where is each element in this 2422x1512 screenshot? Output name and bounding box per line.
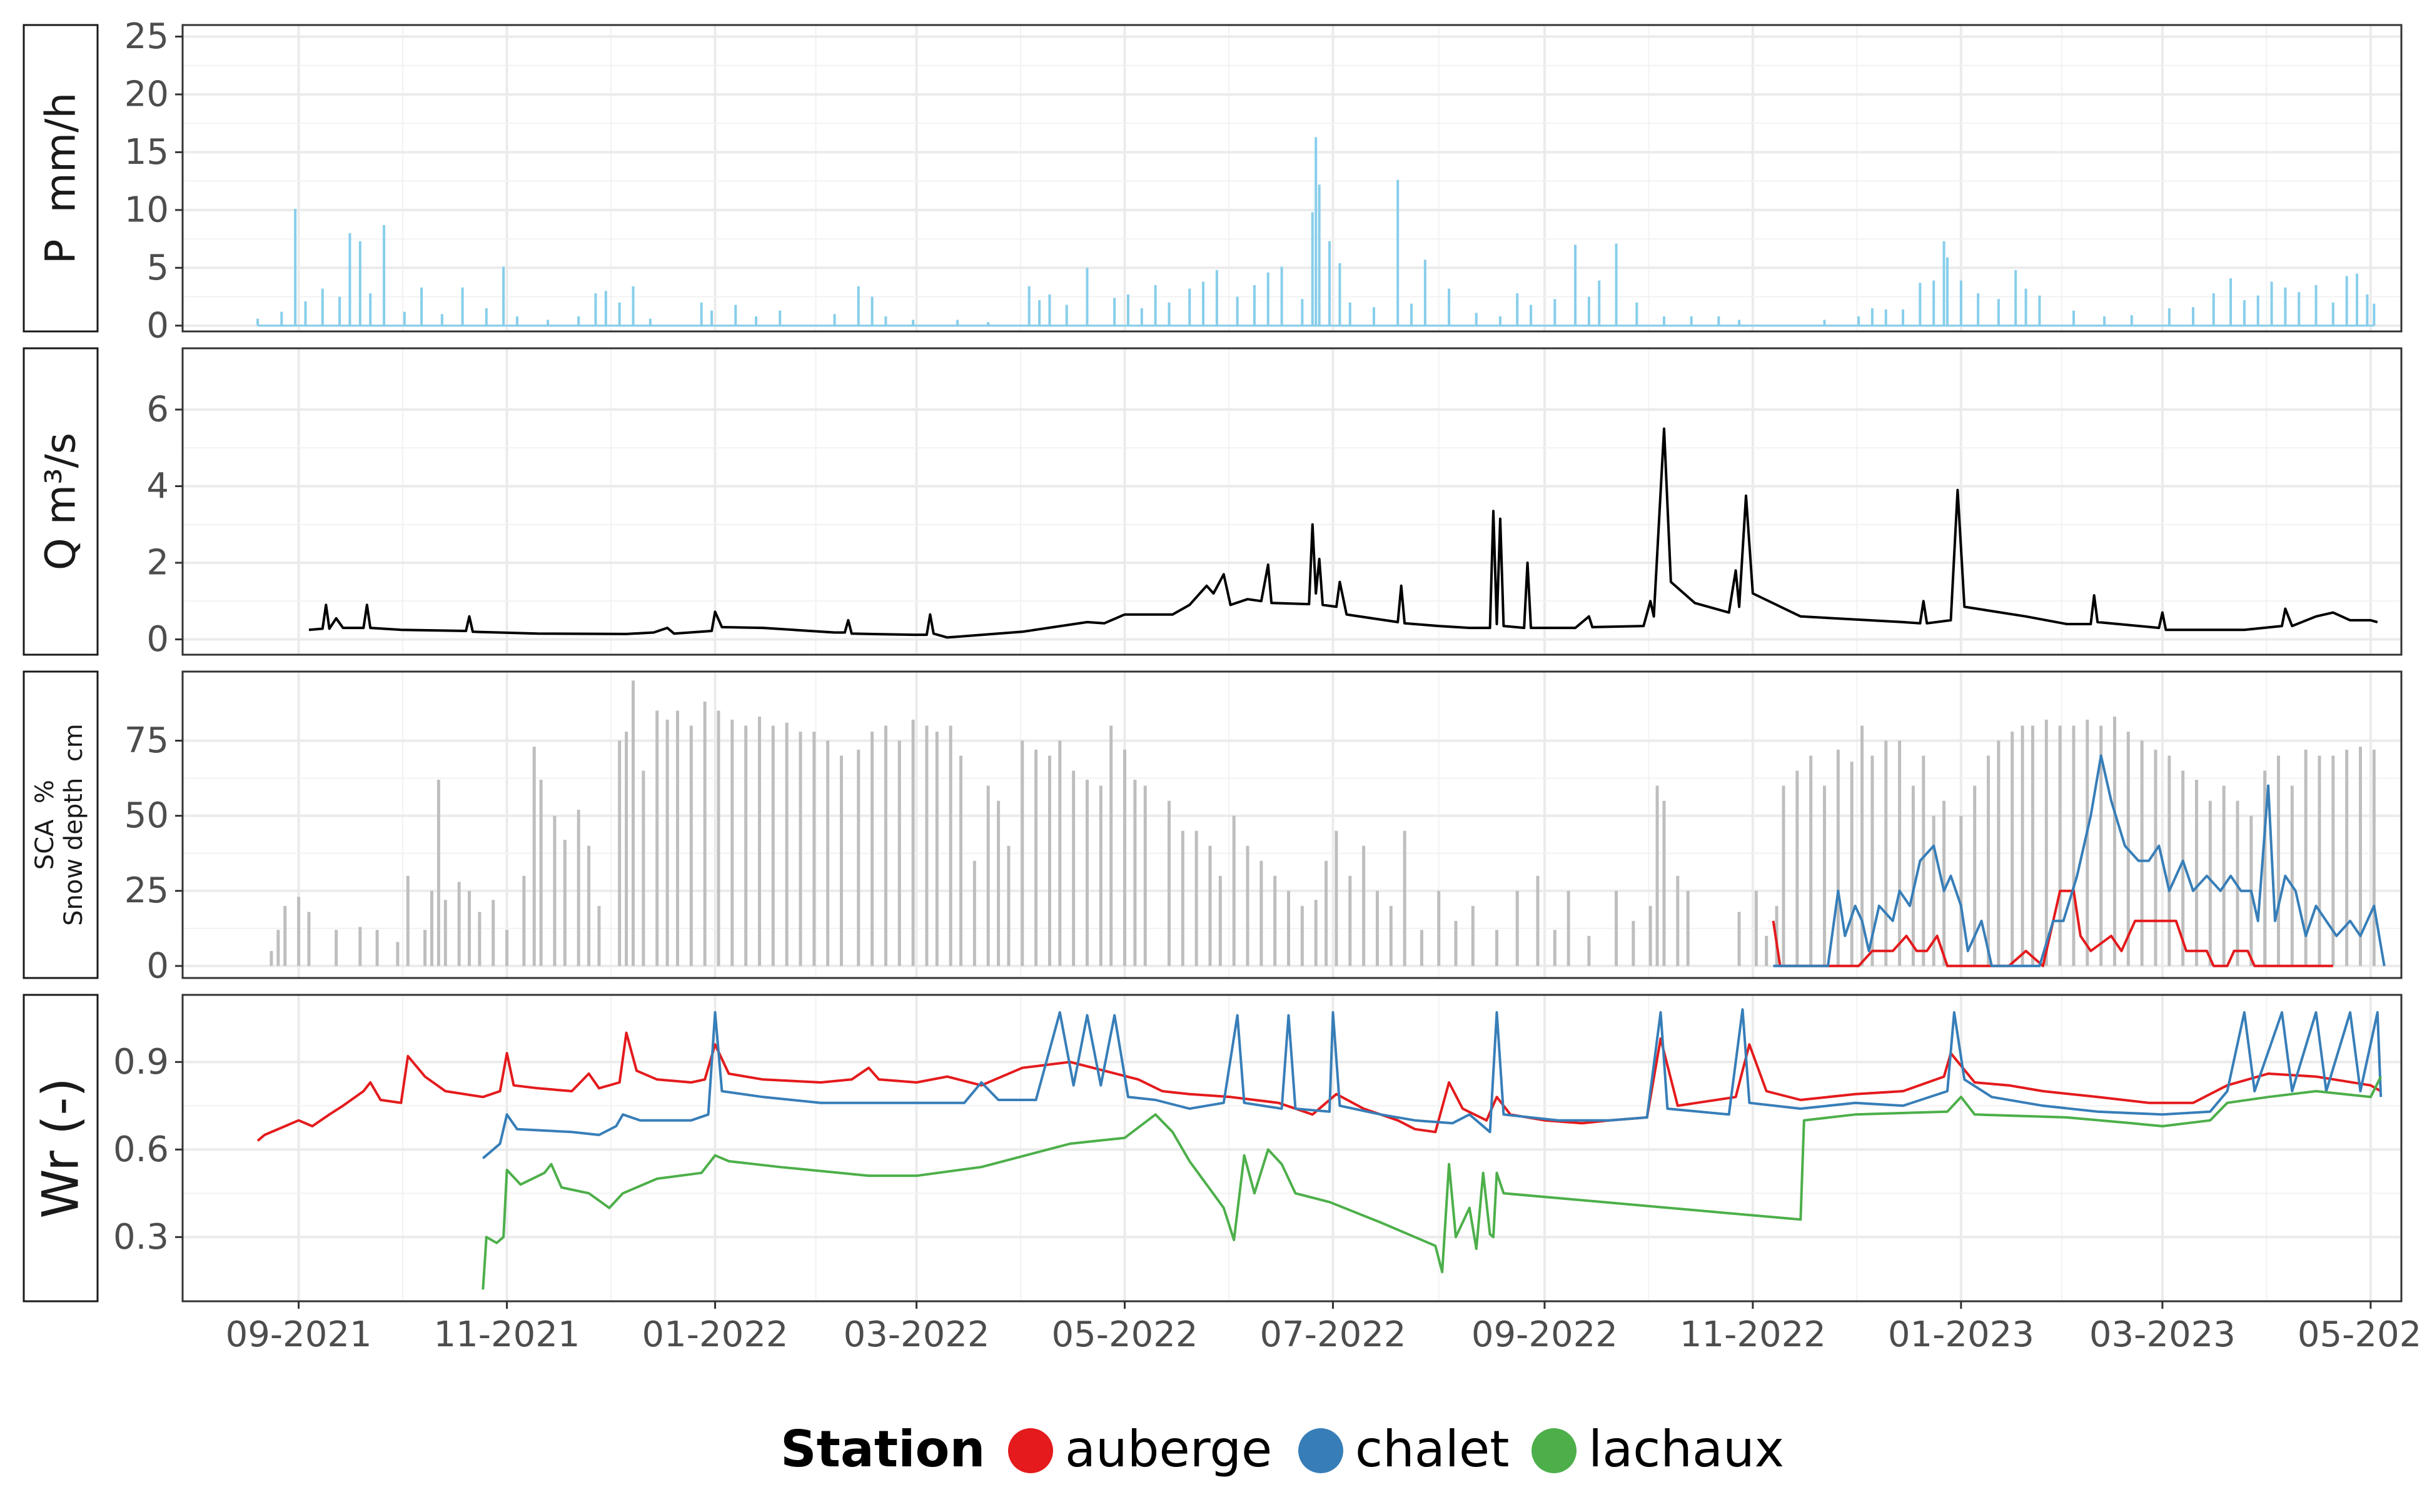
snow-strip [23, 670, 99, 979]
panel-border [181, 347, 2403, 656]
snow-strip-label-sca: SCA % [31, 780, 59, 870]
chart-layer: 0 5 10 15 20 25 0 2 4 6 0 25 50 75 0.3 0.6 0.9 09-2021 11-… [113, 16, 2422, 1355]
legend-title: Station [780, 1420, 985, 1478]
snow-strip-label-depth: Snow depth cm [59, 723, 88, 925]
series-line-chalet [1773, 754, 2386, 967]
y-tick-label: 4 [146, 466, 169, 507]
discharge-strip [23, 347, 99, 656]
y-tick-label: 25 [124, 16, 169, 57]
precipitation-strip [23, 24, 99, 333]
y-tick-label: 0 [146, 619, 169, 660]
legend: Station auberge chalet lachaux [780, 1420, 1784, 1478]
snow-plot-area [183, 672, 2401, 978]
legend-swatch-lachaux [1531, 1428, 1577, 1473]
series-line-chalet [482, 1008, 2383, 1159]
x-tick-label: 09-2021 [226, 1314, 372, 1355]
y-tick-label: 0.9 [113, 1042, 169, 1082]
water-ratio-panel: Wr (-) [23, 994, 2401, 1303]
discharge-panel: Q m³/s [23, 347, 2401, 656]
panel-border [181, 670, 2403, 979]
y-tick-label: 6 [146, 390, 169, 430]
y-tick-label: 0.3 [113, 1217, 169, 1257]
y-tick-label: 15 [124, 132, 169, 173]
discharge-strip-label: Q m³/s [37, 433, 85, 570]
discharge-plot-area [183, 348, 2401, 655]
panel-border [181, 24, 2403, 333]
x-tick-label: 11-2021 [434, 1314, 580, 1355]
y-tick-label: 0 [146, 945, 169, 986]
x-tick-label: 03-2023 [2089, 1314, 2236, 1355]
y-tick-label: 10 [124, 189, 169, 230]
y-tick-label: 25 [124, 870, 169, 911]
panel-0-marks: 0 5 10 15 20 25 [124, 16, 2403, 346]
x-tick-label: 07-2022 [1260, 1314, 1406, 1355]
legend-label-auberge: auberge [1065, 1420, 1272, 1478]
legend-label-lachaux: lachaux [1588, 1420, 1784, 1478]
precipitation-plot-area [183, 25, 2401, 331]
x-tick-label: 01-2023 [1888, 1314, 2034, 1355]
y-tick-label: 0 [146, 305, 169, 346]
water-ratio-plot-area [183, 995, 2401, 1301]
precipitation-strip-label: P mm/h [37, 93, 85, 264]
snow-panel: SCA % Snow depth cm [23, 670, 2401, 979]
legend-label-chalet: chalet [1355, 1420, 1510, 1478]
x-tick-label: 01-2022 [642, 1314, 789, 1355]
panel-2-marks: 0 25 50 75 [124, 670, 2403, 986]
panel-1-marks: 0 2 4 6 [146, 347, 2403, 660]
y-tick-label: 75 [124, 720, 169, 761]
y-tick-label: 5 [146, 248, 169, 288]
legend-swatch-auberge [1008, 1428, 1053, 1473]
x-tick-label: 11-2022 [1680, 1314, 1826, 1355]
x-tick-label: 03-2022 [844, 1314, 990, 1355]
y-tick-label: 0.6 [113, 1129, 169, 1170]
x-tick-label: 05-2022 [1052, 1314, 1198, 1355]
y-tick-label: 50 [124, 795, 169, 836]
x-tick-label: 09-2022 [1471, 1314, 1618, 1355]
precipitation-panel: P mm/h [23, 24, 2401, 333]
legend-swatch-chalet [1298, 1428, 1343, 1473]
panel-border [181, 994, 2403, 1303]
series-line-lachaux [482, 1076, 2382, 1290]
y-tick-label: 2 [146, 543, 169, 583]
series-line-auberge [256, 1031, 2382, 1142]
x-tick-label: 05-2023 [2298, 1314, 2422, 1355]
y-tick-label: 20 [124, 74, 169, 114]
water-ratio-strip-label: Wr (-) [32, 1077, 90, 1218]
water-ratio-strip [23, 994, 99, 1303]
panel-3-marks: 0.3 0.6 0.9 [113, 994, 2403, 1303]
series-line-series-0 [308, 427, 2378, 639]
